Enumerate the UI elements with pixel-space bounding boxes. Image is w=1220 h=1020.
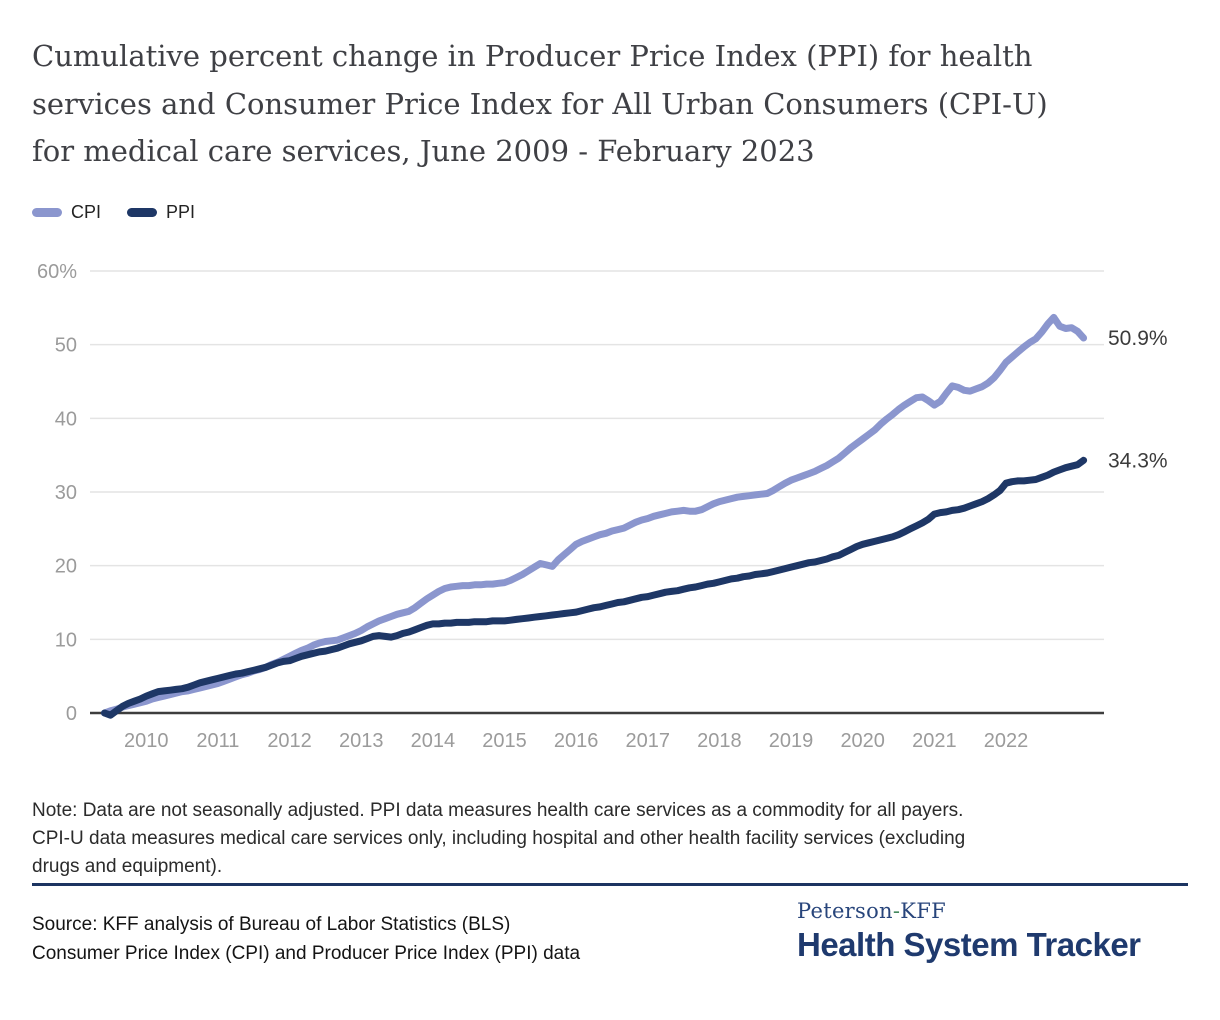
x-tick-label: 2013 [339,730,384,752]
legend-item-cpi: CPI [32,202,101,223]
y-tick-label: 30 [55,482,77,504]
x-tick-label: 2017 [626,730,671,752]
logo-peterson-kff: Peterson-KFF [797,899,947,923]
x-tick-label: 2015 [482,730,527,752]
x-tick-label: 2016 [554,730,599,752]
x-tick-label: 2014 [411,730,456,752]
x-tick-label: 2020 [840,730,885,752]
x-tick-label: 2010 [124,730,169,752]
y-tick-label: 50 [55,335,77,357]
note-line-1: Note: Data are not seasonally adjusted. … [32,800,964,821]
y-tick-label: 10 [55,629,77,651]
ppi-end-label: 34.3% [1108,449,1168,472]
ppi-swatch-icon [127,208,158,217]
x-tick-label: 2022 [984,730,1029,752]
ppi-line [101,456,1088,719]
legend-label-cpi: CPI [71,202,102,222]
y-tick-label: 0 [66,703,77,725]
y-tick-label: 40 [55,408,77,430]
logo-hyphen: - [892,899,901,923]
source-text: Source: KFF analysis of Bureau of Labor … [32,911,580,968]
source-line-2: Consumer Price Index (CPI) and Producer … [32,942,581,964]
chart-note: Note: Data are not seasonally adjusted. … [32,797,1197,881]
x-tick-label: 2012 [267,730,312,752]
footer-divider [32,883,1188,886]
chart-title: Cumulative percent change in Producer Pr… [32,33,1192,176]
cpi-swatch-icon [32,208,62,217]
logo-health-system-tracker: Health System Tracker [797,926,1141,963]
x-tick-label: 2018 [697,730,742,752]
x-tick-label: 2019 [769,730,814,752]
source-line-1: Source: KFF analysis of Bureau of Labor … [32,914,511,935]
chart-title-line-2: services and Consumer Price Index for Al… [32,86,1048,121]
x-tick-label: 2011 [196,730,239,752]
note-line-3: drugs and equipment). [32,856,223,877]
y-tick-label: 20 [55,556,77,578]
legend-item-ppi: PPI [127,202,195,223]
y-tick-label: 60% [37,261,77,283]
note-line-2: CPI-U data measures medical care service… [32,828,966,849]
peterson-kff-logo: Peterson-KFF Health System Tracker [797,899,1141,964]
legend-label-ppi: PPI [166,202,196,222]
chart-title-line-1: Cumulative percent change in Producer Pr… [32,39,1033,73]
chart-title-line-3: for medical care services, June 2009 - F… [32,134,815,168]
chart-legend: CPI PPI [32,202,195,223]
x-tick-label: 2021 [912,730,957,752]
cpi-end-label: 50.9% [1108,327,1168,350]
